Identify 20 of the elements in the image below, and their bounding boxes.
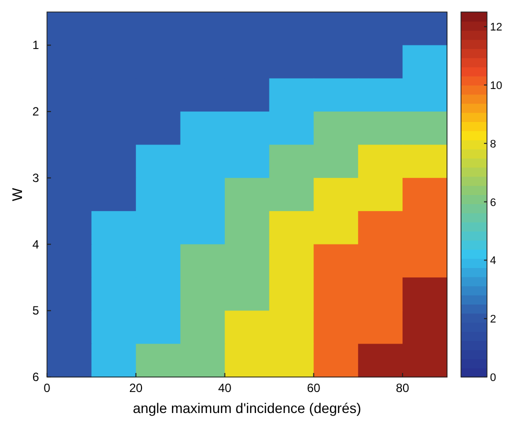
x-tick-label: 20 — [129, 381, 143, 395]
color-bar-label: 10 — [490, 80, 502, 92]
y-tick-label: 6 — [32, 370, 40, 384]
x-tick-label: 0 — [44, 381, 51, 395]
y-tick-label: 3 — [32, 170, 40, 185]
color-bar-label: 4 — [490, 255, 496, 268]
x-tick-label: 40 — [218, 381, 232, 395]
y-tick-label: 4 — [32, 237, 40, 252]
y-tick-label: 5 — [32, 304, 40, 318]
y-tick-label: 2 — [32, 104, 40, 119]
y-tick-label: 1 — [32, 38, 40, 52]
x-axis-title: angle maximum d'incidence (degrés) — [132, 400, 362, 416]
color-bar-label: 0 — [490, 372, 496, 384]
color-bar-label: 2 — [490, 314, 496, 326]
x-tick-label: 80 — [396, 381, 410, 395]
color-bar-label: 6 — [490, 196, 496, 209]
x-tick-label: 60 — [306, 381, 321, 395]
y-axis-title: W — [9, 187, 25, 202]
color-bar-label: 8 — [490, 138, 496, 150]
color-bar-label: 12 — [490, 22, 502, 34]
